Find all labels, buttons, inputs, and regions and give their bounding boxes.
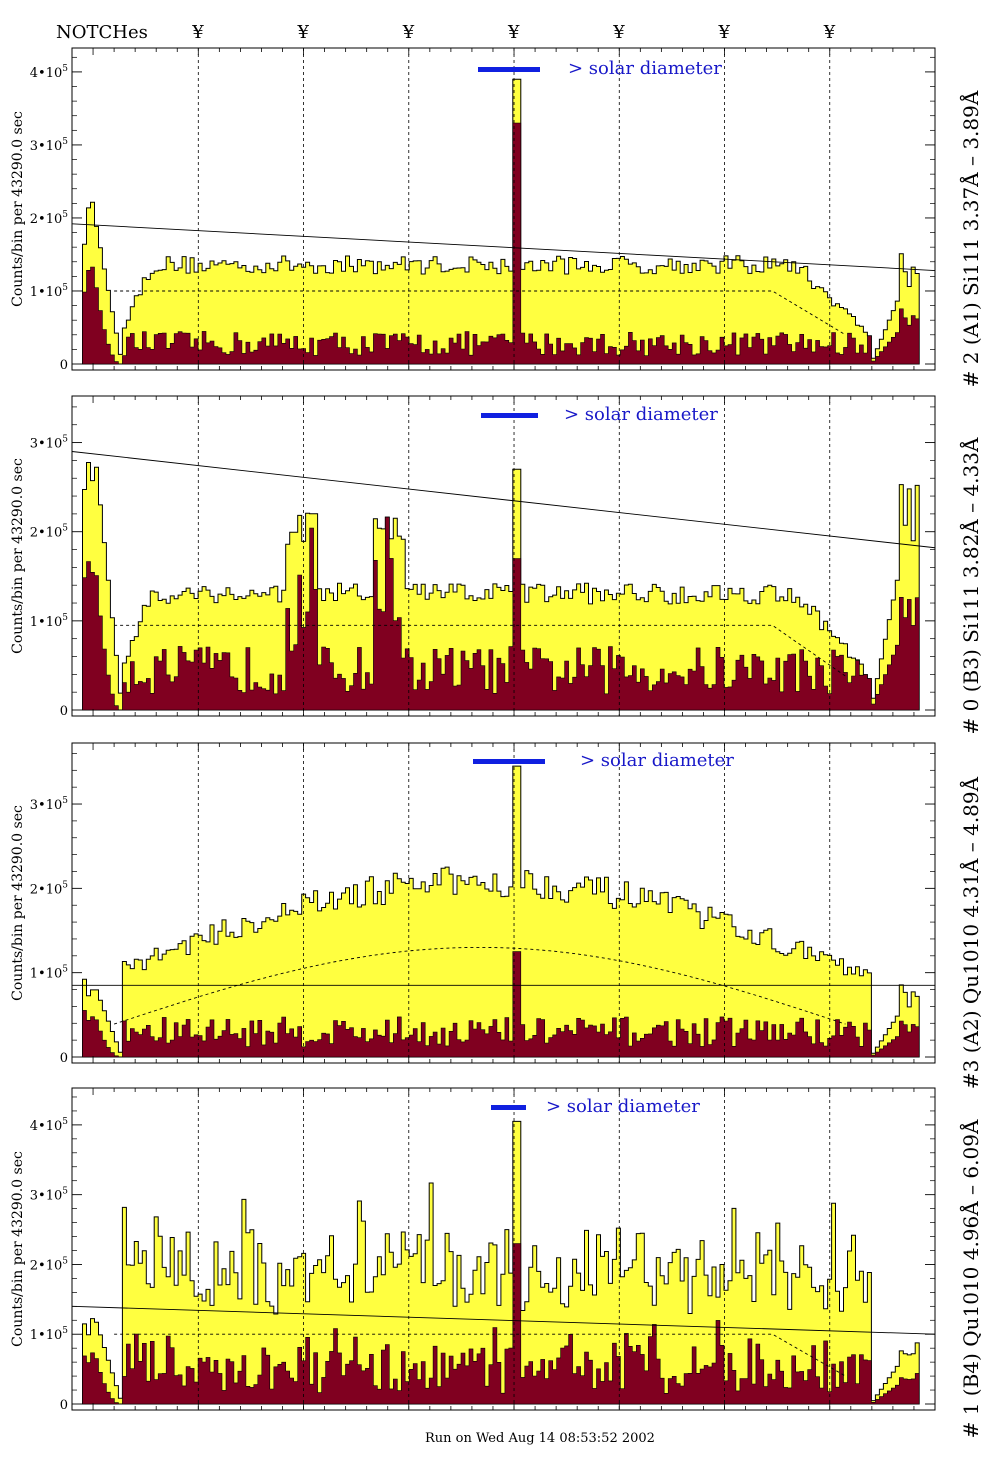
panels: 0 1•105 2•105 3•105 4•105 Counts/bin per 4329… (10, 47, 983, 1438)
solar-diameter-label: > solar diameter (580, 750, 734, 771)
ytick-label: 2•105 (30, 880, 68, 897)
histogram-total (82, 765, 920, 1058)
notch-symbols: ¥ ¥ ¥ ¥ ¥ ¥ ¥ (191, 22, 835, 43)
notch-symbol-0: ¥ (191, 22, 204, 43)
panel-right-label: # 1 (B4) Qu1010 4.96Å – 6.09Å (958, 1119, 983, 1438)
y-axis-label: Counts/bin per 43290.0 sec (10, 111, 26, 307)
panel-right-label: # 2 (A1) Si111 3.37Å – 3.89Å (958, 90, 983, 387)
plot-frame (71, 1087, 936, 1411)
dashed-level (114, 290, 846, 336)
ytick-label: 3•105 (30, 435, 68, 452)
notch-symbol-5: ¥ (718, 22, 731, 43)
y-axis-label: Counts/bin per 43290.0 sec (10, 805, 26, 1001)
solar-diameter-bar (481, 413, 538, 418)
solar-diameter-bar (473, 759, 545, 764)
solar-diameter-bar (491, 1105, 526, 1110)
histogram-total (82, 78, 920, 365)
solar-diameter-label: > solar diameter (568, 58, 722, 79)
panel-0: 0 1•105 2•105 3•105 4•105 Counts/bin per 4329… (10, 47, 983, 387)
notch-symbol-1: ¥ (297, 22, 310, 43)
notch-symbol-4: ¥ (612, 22, 625, 43)
ytick-label: 0 (60, 1051, 68, 1066)
plot-frame (71, 47, 936, 371)
ytick-label: 0 (60, 704, 68, 719)
histogram-core (82, 122, 920, 365)
notches-label: NOTCHes (56, 22, 148, 43)
histogram-total (82, 462, 920, 711)
trend-line (72, 451, 935, 549)
plot-frame (71, 742, 936, 1064)
notch-symbol-6: ¥ (823, 22, 836, 43)
trend-line (72, 223, 935, 271)
ytick-label: 1•105 (30, 1326, 68, 1343)
panel-right-label: # 0 (B3) Si111 3.82Å – 4.33Å (958, 437, 983, 734)
ytick-label: 4•105 (30, 64, 68, 81)
notch-symbol-3: ¥ (507, 22, 520, 43)
ytick-label: 0 (60, 358, 68, 373)
ytick-label: 3•105 (30, 137, 68, 154)
solar-diameter-label: > solar diameter (546, 1096, 700, 1117)
histogram-core (82, 1243, 920, 1405)
ytick-label: 3•105 (30, 796, 68, 813)
ytick-label: 1•105 (30, 283, 68, 300)
run-footer: Run on Wed Aug 14 08:53:52 2002 (425, 1431, 655, 1446)
notch-symbol-2: ¥ (402, 22, 415, 43)
y-axis-label: Counts/bin per 43290.0 sec (10, 1151, 26, 1347)
histogram-core (82, 516, 920, 711)
solar-diameter-label: > solar diameter (564, 404, 718, 425)
ytick-label: 0 (60, 1398, 68, 1413)
dashed-level (114, 1333, 846, 1377)
panel-3: 0 1•105 2•105 3•105 4•105 Counts/bin per 4329… (10, 1087, 983, 1438)
histogram-core (82, 951, 920, 1058)
ytick-label: 3•105 (30, 1187, 68, 1204)
ytick-label: 1•105 (30, 613, 68, 630)
dashed-level (114, 624, 846, 677)
ytick-label: 2•105 (30, 1256, 68, 1273)
panel-right-label: #3 (A2) Qu1010 4.31Å – 4.89Å (958, 776, 983, 1089)
histogram-total (82, 1120, 920, 1405)
trend-line (72, 1305, 935, 1335)
plot-frame (71, 395, 936, 717)
solar-diameter-bar (478, 67, 540, 72)
ytick-label: 2•105 (30, 210, 68, 227)
ytick-label: 1•105 (30, 965, 68, 982)
ytick-label: 2•105 (30, 524, 68, 541)
y-axis-label: Counts/bin per 43290.0 sec (10, 458, 26, 654)
ytick-label: 4•105 (30, 1117, 68, 1134)
